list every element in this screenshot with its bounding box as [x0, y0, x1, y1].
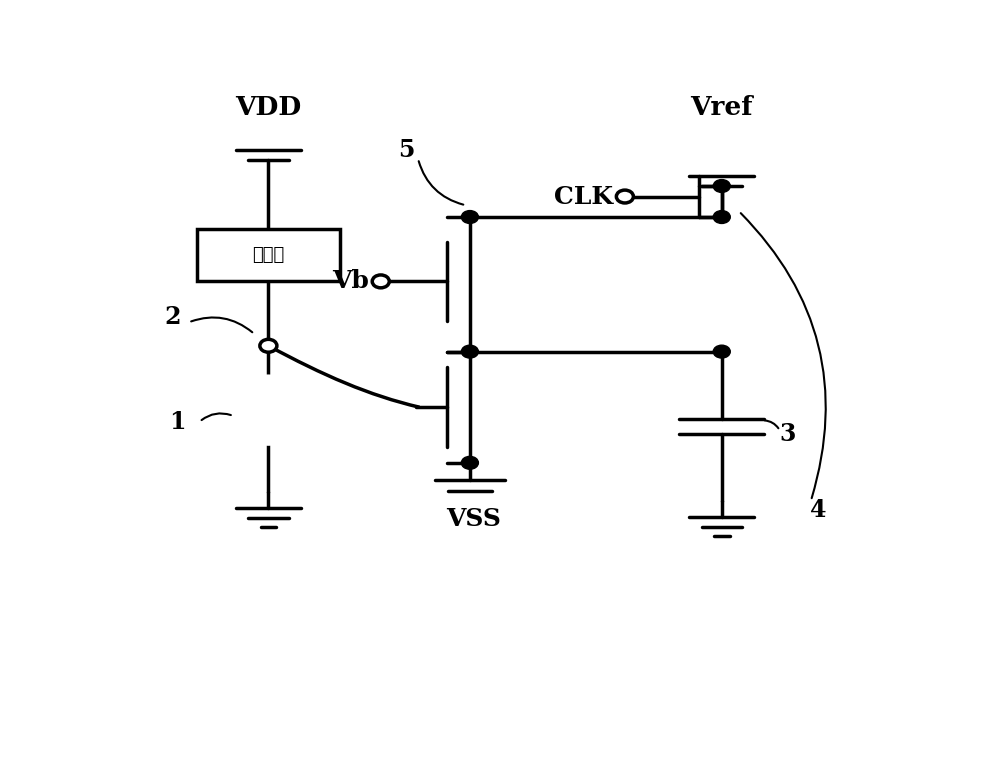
Text: Vb: Vb: [332, 269, 369, 293]
Circle shape: [223, 376, 313, 444]
Text: 3: 3: [779, 422, 796, 445]
Text: VSS: VSS: [446, 507, 501, 530]
Text: 2: 2: [165, 305, 181, 328]
Circle shape: [713, 345, 730, 358]
Circle shape: [372, 275, 389, 288]
Text: VDD: VDD: [235, 96, 302, 121]
Circle shape: [713, 179, 730, 192]
Circle shape: [260, 339, 277, 352]
Text: CLK: CLK: [554, 185, 613, 208]
Circle shape: [713, 211, 730, 223]
Text: 5: 5: [398, 138, 415, 162]
Text: Vref: Vref: [690, 96, 753, 121]
Text: 传感器: 传感器: [252, 246, 285, 264]
FancyBboxPatch shape: [197, 229, 340, 281]
Text: 1: 1: [169, 410, 186, 434]
Text: 4: 4: [810, 498, 827, 521]
Circle shape: [461, 345, 478, 358]
Circle shape: [461, 456, 478, 469]
Circle shape: [616, 190, 633, 203]
Circle shape: [461, 211, 478, 223]
